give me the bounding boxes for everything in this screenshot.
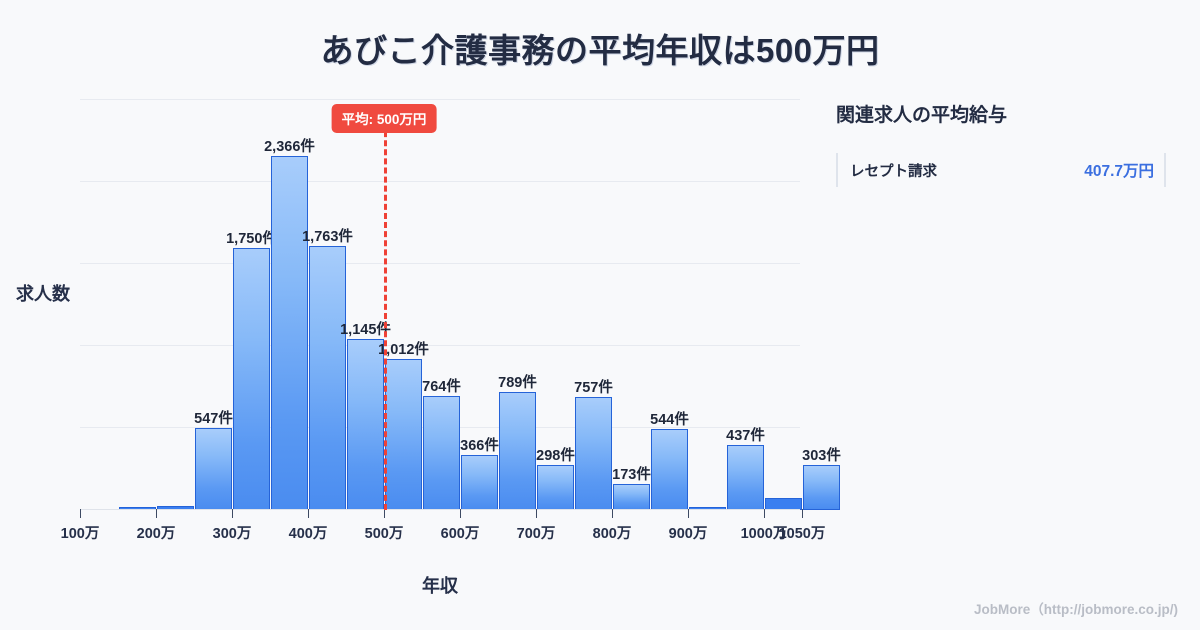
x-axis-tick bbox=[308, 509, 309, 518]
x-axis-title: 年収 bbox=[422, 576, 458, 596]
histogram-bar bbox=[575, 396, 612, 510]
x-axis-tick-label: 300万 bbox=[212, 526, 252, 542]
page-title: あびこ介護事務の平均年収は500万円 bbox=[320, 32, 880, 69]
x-axis-tick bbox=[764, 509, 765, 518]
sidebar-heading: 関連求人の平均給与 bbox=[836, 105, 1008, 126]
bar-value-label: 173件 bbox=[612, 467, 651, 484]
bar-value-label: 1,012件 bbox=[378, 341, 429, 358]
x-axis-tick bbox=[612, 509, 613, 518]
x-axis-tick-label: 600万 bbox=[440, 526, 480, 542]
bar-value-label: 2,366件 bbox=[264, 139, 315, 155]
bar-value-label: 764件 bbox=[422, 378, 461, 395]
average-line bbox=[384, 122, 387, 510]
x-axis-tick bbox=[688, 509, 689, 518]
x-axis-tick bbox=[384, 509, 385, 518]
x-axis-tick bbox=[232, 509, 233, 518]
bar-value-label: 303件 bbox=[802, 447, 841, 464]
histogram-bar bbox=[309, 246, 346, 510]
histogram-bar bbox=[461, 455, 498, 510]
histogram-bar bbox=[233, 248, 270, 510]
y-axis-title: 求人数 bbox=[16, 284, 70, 304]
x-axis-tick-label: 900万 bbox=[668, 526, 708, 542]
histogram-bar bbox=[385, 358, 422, 510]
x-axis-tick bbox=[536, 509, 537, 518]
histogram-bar bbox=[803, 464, 840, 510]
bar-value-label: 1,750件 bbox=[226, 231, 277, 248]
histogram-bar bbox=[651, 428, 688, 510]
gridline bbox=[80, 181, 800, 182]
salary-row-name: レセプト請求 bbox=[850, 163, 937, 180]
bar-value-label: 1,145件 bbox=[340, 321, 391, 338]
bar-value-label: 366件 bbox=[460, 438, 499, 455]
x-axis-tick bbox=[802, 509, 803, 518]
average-badge: 平均: 500万円 bbox=[331, 104, 437, 133]
footer-credit: JobMore（http://jobmore.co.jp/) bbox=[974, 602, 1178, 617]
x-axis-tick-label: 700万 bbox=[516, 526, 556, 542]
histogram-bar bbox=[271, 156, 308, 510]
gridline bbox=[80, 263, 800, 264]
histogram-bar bbox=[195, 428, 232, 510]
x-axis-tick-label: 100万 bbox=[60, 526, 100, 542]
x-axis-tick-label: 800万 bbox=[592, 526, 632, 542]
x-axis-tick-label: 200万 bbox=[136, 526, 176, 542]
histogram-bar bbox=[347, 338, 384, 510]
salary-row-value: 407.7万円 bbox=[1084, 163, 1154, 180]
bar-value-label: 437件 bbox=[726, 427, 765, 444]
salary-row: レセプト請求 407.7万円 bbox=[836, 153, 1166, 187]
plot-area: 547件 1,750件 2,366件 1,763件 1,145件 1,012件 764件 36… bbox=[80, 99, 841, 510]
x-axis-tick bbox=[156, 509, 157, 518]
x-axis-tick-label: 1050万 bbox=[778, 526, 826, 542]
histogram-bar bbox=[613, 484, 650, 510]
histogram-bar bbox=[727, 444, 764, 510]
bar-value-label: 1,763件 bbox=[302, 229, 353, 246]
histogram-bar bbox=[423, 395, 460, 510]
salary-row-list: レセプト請求 407.7万円 bbox=[836, 153, 1166, 187]
x-axis-tick-label: 500万 bbox=[364, 526, 404, 542]
salary-histogram-chart: 求人数 547件 1,750件 2,366件 1,763件 1,145件 1,012件 76… bbox=[16, 99, 841, 596]
gridline bbox=[80, 345, 800, 346]
bar-value-label: 298件 bbox=[536, 448, 575, 465]
x-axis-baseline bbox=[80, 509, 800, 510]
x-axis-tick bbox=[80, 509, 81, 518]
bar-value-label: 547件 bbox=[194, 411, 233, 428]
histogram-bar bbox=[499, 391, 536, 510]
bar-value-label: 757件 bbox=[574, 379, 613, 396]
gridline bbox=[80, 99, 800, 100]
related-salary-panel: 関連求人の平均給与 レセプト請求 407.7万円 bbox=[836, 100, 1166, 187]
x-axis-tick-label: 1000万 bbox=[740, 526, 788, 542]
histogram-bar bbox=[537, 465, 574, 510]
bar-value-label: 544件 bbox=[650, 411, 689, 428]
x-axis-tick bbox=[460, 509, 461, 518]
bar-value-label: 789件 bbox=[498, 374, 537, 391]
x-axis-tick-label: 400万 bbox=[288, 526, 328, 542]
